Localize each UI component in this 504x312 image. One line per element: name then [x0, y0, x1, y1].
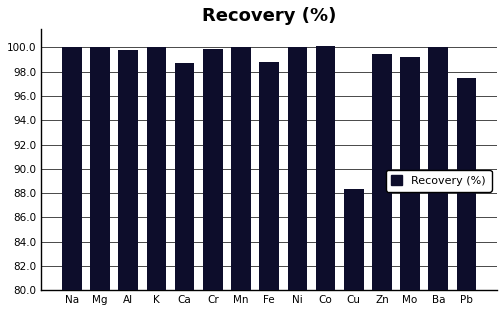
Bar — [147, 47, 166, 290]
Bar — [428, 47, 448, 290]
Bar — [400, 57, 420, 290]
Bar — [62, 47, 82, 290]
Bar — [260, 62, 279, 290]
Bar — [118, 50, 138, 290]
Legend: Recovery (%): Recovery (%) — [386, 170, 491, 192]
Bar — [287, 47, 307, 290]
Bar — [231, 47, 251, 290]
Bar — [344, 189, 363, 290]
Title: Recovery (%): Recovery (%) — [202, 7, 336, 25]
Bar — [457, 78, 476, 290]
Bar — [372, 54, 392, 290]
Bar — [316, 46, 336, 290]
Bar — [90, 47, 110, 290]
Bar — [203, 49, 223, 290]
Bar — [175, 63, 195, 290]
